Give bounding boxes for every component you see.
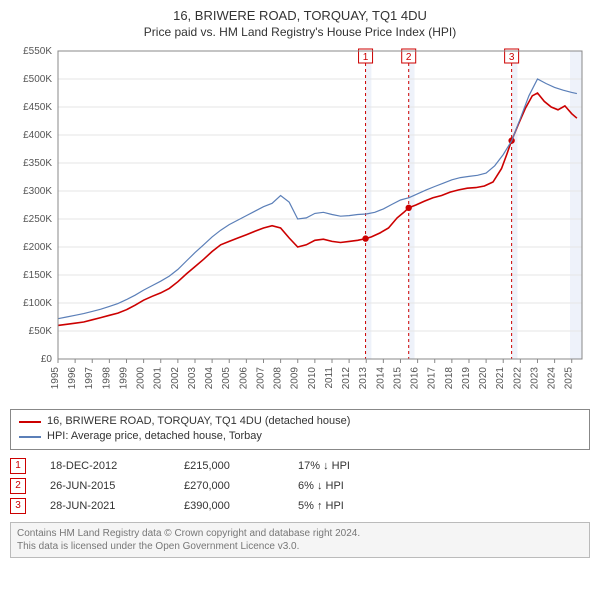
- svg-text:1998: 1998: [101, 367, 112, 390]
- sale-badge: 3: [10, 498, 26, 514]
- svg-text:2001: 2001: [153, 367, 164, 390]
- page-subtitle: Price paid vs. HM Land Registry's House …: [10, 25, 590, 39]
- sales-table: 1 18-DEC-2012 £215,000 17% ↓ HPI 2 26-JUN-201…: [10, 456, 590, 516]
- svg-text:1996: 1996: [67, 367, 78, 390]
- svg-text:2020: 2020: [478, 367, 489, 390]
- attribution-footer: Contains HM Land Registry data © Crown c…: [10, 522, 590, 558]
- svg-text:2000: 2000: [136, 367, 147, 390]
- svg-text:2015: 2015: [392, 367, 403, 390]
- legend: 16, BRIWERE ROAD, TORQUAY, TQ1 4DU (deta…: [10, 409, 590, 450]
- svg-text:£400K: £400K: [23, 130, 52, 141]
- sale-pct: 5% ↑ HPI: [298, 500, 378, 512]
- legend-row: HPI: Average price, detached house, Torb…: [19, 429, 581, 444]
- svg-text:2021: 2021: [495, 367, 506, 390]
- svg-text:£100K: £100K: [23, 298, 52, 309]
- svg-text:2024: 2024: [547, 367, 558, 390]
- svg-text:2006: 2006: [238, 367, 249, 390]
- sale-pct: 6% ↓ HPI: [298, 480, 378, 492]
- legend-label: HPI: Average price, detached house, Torb…: [47, 429, 262, 444]
- svg-text:1997: 1997: [84, 367, 95, 390]
- svg-text:3: 3: [509, 52, 515, 63]
- svg-text:2007: 2007: [255, 367, 266, 390]
- svg-text:1: 1: [363, 52, 369, 63]
- svg-text:2023: 2023: [529, 367, 540, 390]
- page-title: 16, BRIWERE ROAD, TORQUAY, TQ1 4DU: [10, 8, 590, 23]
- legend-swatch: [19, 436, 41, 438]
- svg-text:2025: 2025: [564, 367, 575, 390]
- svg-text:2016: 2016: [410, 367, 421, 390]
- svg-text:2011: 2011: [324, 367, 335, 389]
- legend-row: 16, BRIWERE ROAD, TORQUAY, TQ1 4DU (deta…: [19, 414, 581, 429]
- svg-text:£50K: £50K: [29, 326, 53, 337]
- sale-row: 1 18-DEC-2012 £215,000 17% ↓ HPI: [10, 456, 590, 476]
- sale-row: 3 28-JUN-2021 £390,000 5% ↑ HPI: [10, 496, 590, 516]
- svg-text:£350K: £350K: [23, 158, 52, 169]
- footer-line: This data is licensed under the Open Gov…: [17, 540, 583, 553]
- svg-text:2013: 2013: [358, 367, 369, 390]
- sale-date: 26-JUN-2015: [50, 480, 160, 492]
- svg-text:£550K: £550K: [23, 46, 52, 57]
- sale-price: £390,000: [184, 500, 274, 512]
- footer-line: Contains HM Land Registry data © Crown c…: [17, 527, 583, 540]
- svg-text:2009: 2009: [290, 367, 301, 390]
- svg-text:2012: 2012: [341, 367, 352, 390]
- sale-row: 2 26-JUN-2015 £270,000 6% ↓ HPI: [10, 476, 590, 496]
- svg-text:2018: 2018: [444, 367, 455, 390]
- sale-badge: 1: [10, 458, 26, 474]
- svg-text:£150K: £150K: [23, 270, 52, 281]
- sale-price: £270,000: [184, 480, 274, 492]
- sale-pct: 17% ↓ HPI: [298, 460, 378, 472]
- svg-text:£450K: £450K: [23, 102, 52, 113]
- sale-date: 28-JUN-2021: [50, 500, 160, 512]
- svg-text:2: 2: [406, 52, 412, 63]
- svg-text:2004: 2004: [204, 367, 215, 390]
- legend-label: 16, BRIWERE ROAD, TORQUAY, TQ1 4DU (deta…: [47, 414, 350, 429]
- svg-text:2010: 2010: [307, 367, 318, 390]
- svg-text:2005: 2005: [221, 367, 232, 390]
- svg-text:2019: 2019: [461, 367, 472, 390]
- sale-date: 18-DEC-2012: [50, 460, 160, 472]
- svg-text:£250K: £250K: [23, 214, 52, 225]
- svg-text:2014: 2014: [375, 367, 386, 390]
- sale-price: £215,000: [184, 460, 274, 472]
- svg-text:£500K: £500K: [23, 74, 52, 85]
- svg-text:2022: 2022: [512, 367, 523, 390]
- svg-text:£200K: £200K: [23, 242, 52, 253]
- svg-text:2008: 2008: [273, 367, 284, 390]
- svg-text:2003: 2003: [187, 367, 198, 390]
- price-chart: £0 £50K £100K £150K £200K £250K £300K £350K £400…: [10, 45, 590, 405]
- legend-swatch: [19, 421, 41, 423]
- svg-text:2002: 2002: [170, 367, 181, 390]
- svg-text:£300K: £300K: [23, 186, 52, 197]
- chart-svg: £0 £50K £100K £150K £200K £250K £300K £350K £400…: [10, 45, 590, 405]
- svg-text:1995: 1995: [50, 367, 61, 390]
- svg-text:£0: £0: [41, 354, 53, 365]
- svg-text:1999: 1999: [118, 367, 129, 390]
- svg-text:2017: 2017: [427, 367, 438, 390]
- sale-badge: 2: [10, 478, 26, 494]
